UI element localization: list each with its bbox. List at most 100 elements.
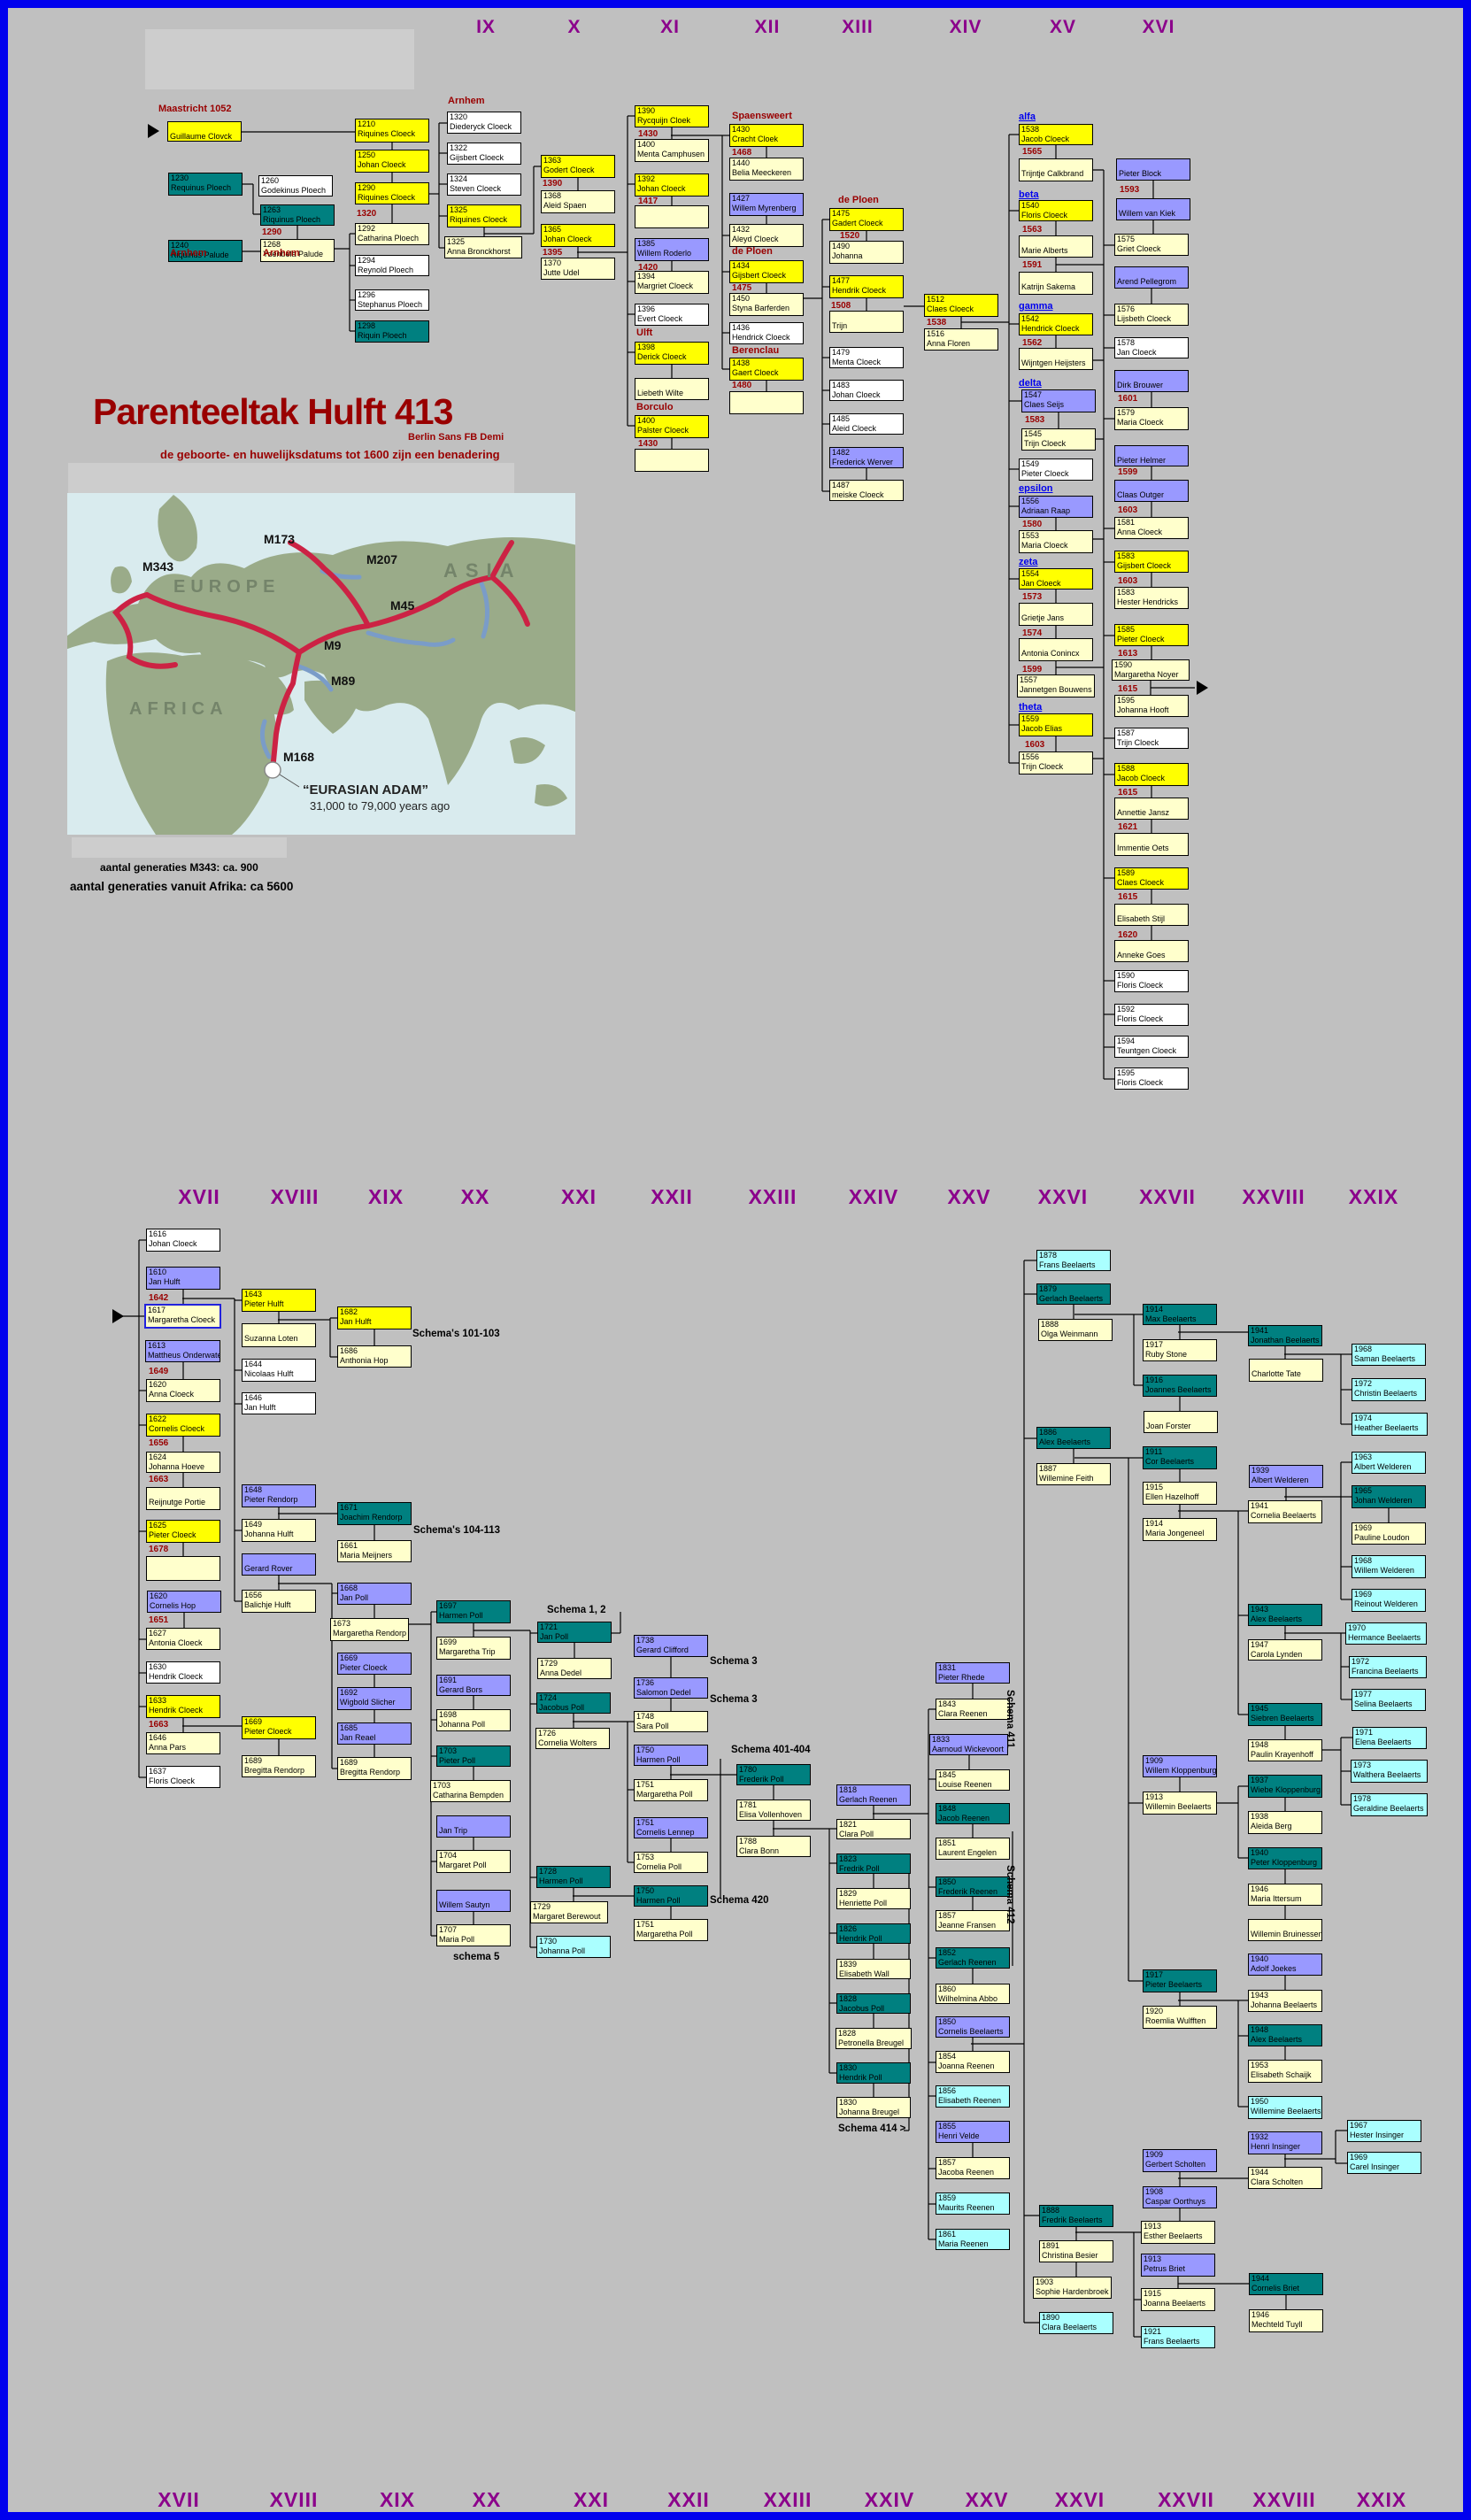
person-box: 1490 Johanna [829, 241, 904, 264]
person-name: Johanna Poll [439, 1720, 486, 1729]
person-birth-year: 1780 [739, 1765, 758, 1774]
background-panel [145, 29, 414, 89]
person-box: 1854 Joanna Reenen [936, 2051, 1010, 2073]
person-name: Jan Cloeck [1021, 579, 1061, 588]
person-name: Pieter Rendorp [244, 1495, 298, 1504]
person-name: Pauline Loudon [1354, 1533, 1410, 1542]
marriage-year: 1290 [262, 227, 282, 237]
person-birth-year: 1941 [1251, 1501, 1269, 1510]
person-box: 1590 Margaretha Noyer [1112, 659, 1190, 681]
generation-header: XIII [842, 17, 874, 37]
person-birth-year: 1861 [938, 2230, 957, 2239]
person-name: Johanna Hulft [244, 1530, 294, 1538]
person-box: Guillaume Clovck [167, 121, 242, 142]
person-box: 1821 Clara Poll [836, 1819, 911, 1839]
person-name: Heather Beelaerts [1354, 1423, 1419, 1432]
place-heading: Arnhem [263, 248, 300, 258]
person-box: 1263 Riquinus Ploech [260, 204, 335, 226]
person-box: 1646 Jan Hulft [242, 1392, 316, 1414]
person-box: 1594 Teuntgen Cloeck [1114, 1036, 1189, 1058]
person-box: 1479 Menta Cloeck [829, 347, 904, 368]
person-birth-year: 1661 [340, 1541, 358, 1550]
person-box: 1944 Cornelis Briet [1249, 2273, 1323, 2295]
person-birth-year: 1751 [636, 1920, 655, 1929]
person-name: Aleyd Cloeck [732, 235, 779, 243]
title-note: de geboorte- en huwelijksdatums tot 1600… [160, 448, 500, 461]
marriage-year: 1390 [543, 179, 563, 189]
person-name: Willem Welderen [1354, 1566, 1414, 1575]
person-name: Pieter Helmer [1117, 456, 1167, 465]
person-box: 1704 Margaret Poll [436, 1850, 511, 1873]
person-box: 1963 Albert Welderen [1352, 1452, 1426, 1474]
person-name: Antonia Cloeck [149, 1638, 203, 1647]
person-birth-year: 1968 [1354, 1556, 1373, 1565]
person-box: 1556 Trijn Cloeck [1019, 751, 1093, 774]
branch-greek-label: delta [1019, 378, 1042, 389]
schema-reference-label: Schema's 101-103 [412, 1329, 500, 1339]
person-birth-year: 1575 [1117, 235, 1136, 243]
person-birth-year: 1944 [1251, 2168, 1269, 2177]
person-box: 1549 Pieter Cloeck [1019, 459, 1093, 481]
person-birth-year: 1974 [1354, 1414, 1373, 1422]
person-birth-year: 1887 [1039, 1464, 1058, 1473]
person-name: Johan Welderen [1354, 1496, 1413, 1505]
person-name: Petronella Breugel [838, 2038, 905, 2047]
person-name: Riquines Cloeck [450, 215, 508, 224]
person-box: 1485 Aleid Cloeck [829, 413, 904, 435]
person-name: Johan Cloeck [149, 1239, 197, 1248]
person-box: 1390 Rycquijn Cloek [635, 105, 709, 127]
person-box: 1240 Riquinus Palude [168, 240, 243, 262]
person-birth-year [1117, 905, 1186, 914]
person-birth-year: 1932 [1251, 2132, 1269, 2141]
person-birth-year: 1324 [450, 174, 468, 183]
person-box: 1886 Alex Beelaerts [1036, 1427, 1111, 1449]
person-name: Jannetgen Bouwens [1020, 685, 1092, 694]
person-name: Immentie Oets [1117, 844, 1169, 852]
person-birth-year: 1325 [447, 237, 466, 246]
marriage-year: 1430 [638, 129, 658, 139]
person-birth-year: 1633 [149, 1696, 167, 1705]
person-birth-year: 1911 [1145, 1447, 1163, 1456]
person-birth-year: 1649 [244, 1520, 263, 1529]
person-birth-year: 1915 [1144, 2289, 1162, 2298]
person-birth-year: 1671 [340, 1503, 358, 1512]
person-birth-year: 1852 [938, 1948, 957, 1957]
person-name: Trijn [832, 321, 848, 330]
person-box: 1686 Anthonia Hop [337, 1345, 412, 1368]
person-birth-year [1251, 1920, 1320, 1930]
person-box: 1633 Hendrik Cloeck [146, 1695, 220, 1718]
person-box: 1438 Gaert Cloeck [729, 358, 804, 381]
person-birth-year: 1908 [1145, 2187, 1164, 2196]
person-box: 1669 Pieter Cloeck [242, 1716, 316, 1739]
person-birth-year [1021, 604, 1090, 613]
person-box: Antonia Conincx [1019, 638, 1093, 661]
person-name: Johan Cloeck [637, 184, 686, 193]
person-name: Gadert Cloeck [832, 219, 883, 227]
person-box: 1915 Joanna Beelaerts [1141, 2288, 1215, 2311]
person-name: Margaret Poll [439, 1861, 487, 1869]
person-box: 1941 Jonathan Beelaerts [1248, 1325, 1322, 1346]
person-birth-year: 1730 [539, 1937, 558, 1946]
generation-header: XXVIII [1242, 1185, 1305, 1208]
map-label-m45: M45 [390, 598, 414, 613]
person-birth-year: 1557 [1020, 675, 1038, 684]
person-box: 1210 Riquines Cloeck [355, 119, 429, 143]
person-box: 1512 Claes Cloeck [924, 294, 998, 317]
map-landmass [63, 495, 581, 835]
person-name: Gerlach Beelaerts [1039, 1294, 1104, 1303]
person-name: Bregitta Rendorp [244, 1766, 305, 1775]
person-name: Arend Pellegrom [1117, 277, 1177, 286]
person-name: Jacobus Poll [839, 2004, 885, 2013]
person-box: 1620 Anna Cloeck [146, 1379, 220, 1402]
person-name: Frederik Poll [739, 1775, 784, 1784]
person-birth-year: 1479 [832, 348, 851, 357]
map-label-europe: EUROPE [173, 577, 280, 597]
person-box: 1324 Steven Cloeck [447, 173, 521, 196]
person-box: Pieter Block [1116, 158, 1190, 181]
person-birth-year: 1588 [1117, 764, 1136, 773]
person-birth-year: 1400 [637, 140, 656, 149]
person-name: Gerbert Scholten [1145, 2160, 1206, 2169]
person-name: Jan Hulft [149, 1277, 181, 1286]
person-name: Sara Poll [636, 1722, 669, 1730]
person-box: 1703 Pieter Poll [436, 1746, 511, 1767]
